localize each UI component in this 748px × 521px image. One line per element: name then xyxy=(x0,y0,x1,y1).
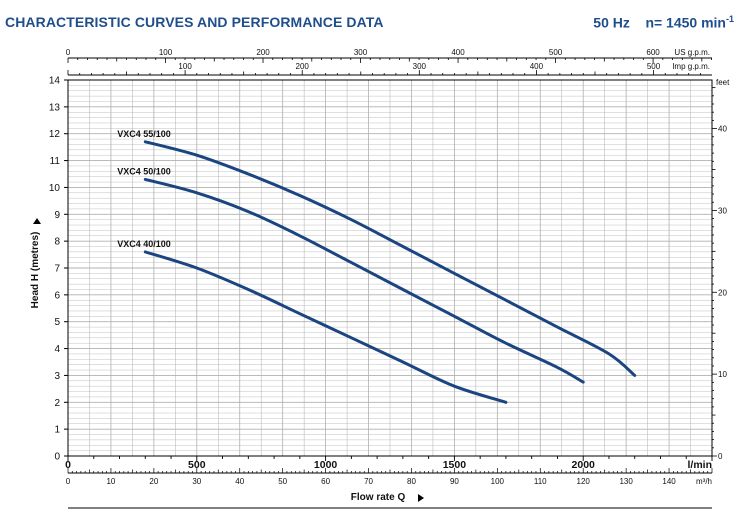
lmin-tick-label: 2000 xyxy=(572,459,596,471)
imp-gpm-tick-label: 100 xyxy=(178,62,192,71)
feet-tick-label: 20 xyxy=(718,288,727,297)
lmin-tick-label: 1000 xyxy=(314,459,338,471)
us-gpm-tick-label: 500 xyxy=(549,48,563,57)
y-tick-label: 13 xyxy=(49,102,61,113)
y-tick-label: 10 xyxy=(49,183,61,194)
pump-curves: VXC4 55/100 VXC4 50/100 VXC4 40/100 xyxy=(117,129,637,404)
m3h-tick-label: 10 xyxy=(106,477,115,486)
y-tick-label: 4 xyxy=(54,344,60,355)
chart-title: CHARACTERISTIC CURVES AND PERFORMANCE DA… xyxy=(5,14,384,30)
us-gpm-tick-label: 0 xyxy=(66,48,71,57)
us-gpm-tick-label: 300 xyxy=(354,48,368,57)
speed-exponent: -1 xyxy=(725,14,734,24)
y-tick-label: 2 xyxy=(54,398,60,409)
us-gpm-tick-label: 400 xyxy=(451,48,465,57)
y-tick-label: 1 xyxy=(54,425,60,436)
y-tick-label: 7 xyxy=(54,264,60,275)
frequency-label: 50 Hz xyxy=(593,14,630,31)
us-gpm-tick-label: 100 xyxy=(159,48,173,57)
y-axis-title: Head H (metres) xyxy=(30,232,41,309)
m3h-tick-label: 30 xyxy=(192,477,201,486)
m3h-tick-label: 20 xyxy=(149,477,158,486)
y-axis-arrow xyxy=(33,218,41,224)
y-tick-label: 14 xyxy=(49,76,61,87)
imp-gpm-tick-label: 200 xyxy=(296,62,310,71)
lmin-tick-label: 1500 xyxy=(443,459,467,471)
m3h-tick-label: 0 xyxy=(66,477,71,486)
m3h-tick-label: 130 xyxy=(619,477,633,486)
x-axis-arrow xyxy=(418,494,424,502)
y-tick-label: 12 xyxy=(49,129,61,140)
m3h-tick-label: 50 xyxy=(278,477,287,486)
imp-gpm-tick-label: 500 xyxy=(647,62,661,71)
pump-curve-vxc4-40-100 xyxy=(143,250,508,404)
lmin-tick-label: 500 xyxy=(188,459,206,471)
m3h-tick-label: 110 xyxy=(534,477,547,486)
m3h-tick-label: 90 xyxy=(450,477,459,486)
m3h-tick-label: 70 xyxy=(364,477,373,486)
imp-gpm-unit: Imp g.p.m. xyxy=(672,62,710,71)
y-tick-label: 9 xyxy=(54,210,60,221)
m3h-unit: m³/h xyxy=(696,477,712,486)
pump-curve-vxc4-50-100 xyxy=(143,177,585,384)
us-gpm-unit: US g.p.m. xyxy=(674,48,710,57)
pump-curve-vxc4-55-100 xyxy=(143,140,637,377)
us-gpm-tick-label: 600 xyxy=(646,48,660,57)
frequency-speed: 50 Hz n= 1450 min-1 xyxy=(593,14,734,31)
m3h-tick-label: 80 xyxy=(407,477,416,486)
curve-label: VXC4 40/100 xyxy=(117,239,171,249)
y-tick-label: 8 xyxy=(54,237,60,248)
y-tick-label: 11 xyxy=(50,156,61,167)
m3h-tick-label: 60 xyxy=(321,477,330,486)
curve-label: VXC4 50/100 xyxy=(117,166,171,176)
y-tick-label: 5 xyxy=(54,317,60,328)
speed-label: n= 1450 min xyxy=(645,14,726,31)
m3h-tick-label: 100 xyxy=(491,477,505,486)
chart-axes xyxy=(64,57,717,509)
feet-tick-label: 10 xyxy=(718,370,727,379)
x-axis-title: Flow rate Q xyxy=(351,492,406,503)
feet-tick-label: 0 xyxy=(718,452,723,461)
us-gpm-tick-label: 200 xyxy=(256,48,270,57)
feet-tick-label: 40 xyxy=(718,125,727,134)
y-tick-label: 6 xyxy=(54,290,60,301)
imp-gpm-tick-label: 400 xyxy=(530,62,544,71)
feet-unit-label: feet xyxy=(716,78,730,87)
lmin-tick-label: 0 xyxy=(65,459,71,471)
curve-label: VXC4 55/100 xyxy=(117,129,171,139)
imp-gpm-tick-label: 300 xyxy=(413,62,427,71)
m3h-tick-label: 40 xyxy=(235,477,244,486)
y-tick-label: 3 xyxy=(54,371,60,382)
m3h-tick-label: 120 xyxy=(577,477,591,486)
feet-tick-label: 30 xyxy=(718,206,727,215)
m3h-tick-label: 140 xyxy=(662,477,676,486)
y-tick-label: 0 xyxy=(54,452,60,463)
lmin-unit: l/min xyxy=(687,459,712,471)
